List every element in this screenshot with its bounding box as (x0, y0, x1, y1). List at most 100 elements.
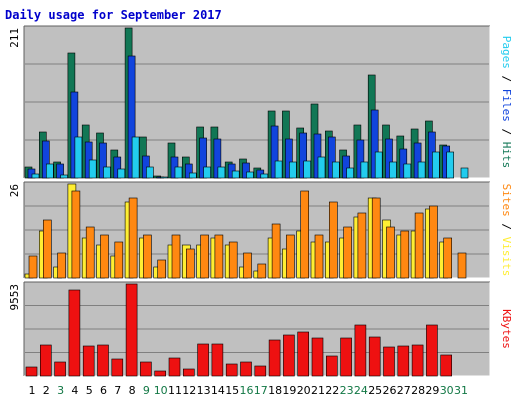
x-tick-label: 4 (71, 384, 78, 397)
bar-sites-19 (286, 235, 294, 278)
bar-pages-29 (432, 152, 439, 178)
bar-kbytes-23 (341, 338, 352, 376)
bar-kbytes-2 (40, 345, 51, 376)
bar-kbytes-4 (69, 290, 80, 376)
legend-entry: / (500, 217, 512, 237)
bar-kbytes-19 (283, 335, 294, 376)
chart-panels: 211 Pages / Files / Hits 26 Sites / Visits 9… (8, 26, 512, 376)
bar-sites-22 (329, 202, 337, 278)
bar-sites-31 (458, 253, 466, 278)
x-tick-label: 13 (197, 384, 211, 397)
bar-pages-12 (189, 173, 196, 178)
bar-kbytes-14 (212, 344, 223, 376)
bar-kbytes-21 (312, 338, 323, 376)
bar-pages-13 (204, 167, 211, 178)
bar-kbytes-3 (55, 362, 66, 376)
bar-kbytes-12 (183, 369, 194, 376)
bar-sites-6 (101, 235, 109, 278)
x-tick-label: 26 (383, 384, 397, 397)
bar-sites-20 (301, 191, 309, 278)
legend-entry: Visits (500, 237, 512, 277)
bar-pages-22 (332, 162, 339, 178)
legend-entry: Pages (500, 36, 512, 69)
bar-pages-15 (232, 171, 239, 178)
bar-pages-9 (146, 167, 153, 178)
bar-sites-10 (158, 260, 166, 278)
bar-pages-8 (132, 137, 139, 178)
x-tick-label: 17 (254, 384, 268, 397)
x-tick-label: 20 (297, 384, 311, 397)
bar-kbytes-1 (26, 367, 37, 376)
bar-pages-25 (375, 152, 382, 178)
y-max-label: 9553 (8, 284, 21, 311)
legend-entry: / (500, 69, 512, 89)
bar-sites-7 (115, 242, 123, 278)
bar-kbytes-11 (169, 358, 180, 376)
bar-kbytes-5 (83, 346, 94, 376)
x-tick-label: 8 (129, 384, 136, 397)
legend-label: KBytes (500, 309, 512, 349)
bar-pages-24 (361, 162, 368, 178)
x-tick-label: 15 (225, 384, 239, 397)
bar-kbytes-29 (426, 325, 437, 376)
panel-hits-files-pages: 211 Pages / Files / Hits (8, 26, 512, 178)
bar-sites-5 (86, 227, 94, 278)
x-tick-label: 16 (240, 384, 254, 397)
bar-pages-14 (218, 167, 225, 178)
y-max-label: 26 (8, 184, 21, 197)
x-tick-label: 23 (340, 384, 354, 397)
bar-kbytes-24 (355, 325, 366, 376)
x-tick-label: 28 (411, 384, 425, 397)
legend-label: Pages / Files / Hits (500, 36, 512, 169)
bar-sites-28 (415, 213, 423, 278)
x-tick-label: 10 (154, 384, 168, 397)
bar-pages-26 (390, 162, 397, 178)
bar-kbytes-15 (226, 364, 237, 376)
x-tick-label: 14 (211, 384, 225, 397)
x-tick-label: 9 (143, 384, 150, 397)
panel-kbytes: 9553 KBytes (8, 282, 512, 376)
bar-pages-16 (247, 172, 254, 178)
bar-kbytes-9 (140, 362, 151, 376)
bar-sites-16 (244, 253, 252, 278)
bar-pages-17 (261, 174, 268, 178)
bar-kbytes-6 (98, 345, 109, 376)
bar-sites-15 (229, 242, 237, 278)
bar-pages-2 (46, 164, 53, 178)
x-tick-label: 2 (43, 384, 50, 397)
legend-entry: / (500, 122, 512, 142)
x-tick-label: 7 (114, 384, 121, 397)
legend-entry: Hits (500, 142, 512, 169)
bar-pages-5 (89, 160, 96, 178)
bar-pages-11 (175, 167, 182, 178)
bar-sites-17 (258, 264, 266, 278)
bar-sites-12 (186, 249, 194, 278)
bar-kbytes-25 (369, 337, 380, 376)
legend-entry: Sites (500, 184, 512, 217)
bar-sites-21 (315, 235, 323, 278)
bar-sites-25 (372, 198, 380, 278)
bar-kbytes-17 (255, 366, 266, 376)
bar-sites-27 (401, 231, 409, 278)
bar-kbytes-22 (326, 356, 337, 376)
x-tick-label: 18 (268, 384, 282, 397)
bar-sites-1 (29, 256, 37, 278)
x-tick-label: 12 (182, 384, 196, 397)
bar-pages-23 (347, 168, 354, 178)
legend-entry: Files (500, 89, 512, 122)
legend-label: Sites / Visits (500, 184, 512, 277)
bar-kbytes-16 (241, 362, 252, 376)
x-tick-label: 22 (325, 384, 339, 397)
bar-sites-14 (215, 235, 223, 278)
x-tick-label: 6 (100, 384, 107, 397)
bar-sites-11 (172, 235, 180, 278)
x-tick-label: 31 (454, 384, 468, 397)
x-tick-label: 3 (57, 384, 64, 397)
bar-kbytes-10 (155, 371, 166, 376)
x-tick-label: 11 (168, 384, 182, 397)
bar-pages-1 (32, 174, 39, 178)
bar-kbytes-20 (298, 332, 309, 376)
x-tick-label: 25 (368, 384, 382, 397)
bar-pages-21 (318, 157, 325, 178)
bar-kbytes-18 (269, 340, 280, 376)
